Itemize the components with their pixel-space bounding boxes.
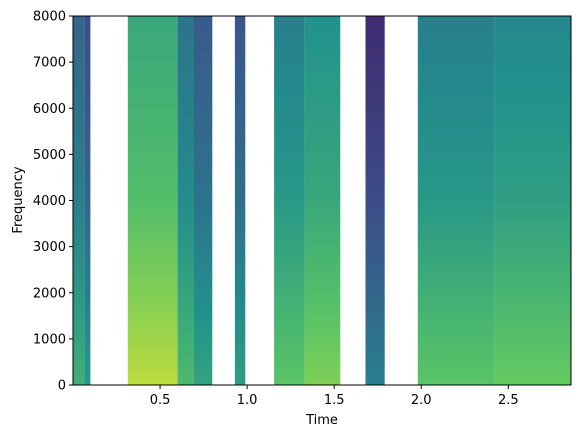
y-tick-label: 4000 bbox=[33, 194, 66, 209]
spectrogram-segment bbox=[127, 16, 178, 385]
spectrogram-segment bbox=[234, 16, 246, 385]
x-tick-label: 1.5 bbox=[324, 393, 345, 408]
y-tick-label: 6000 bbox=[33, 102, 66, 117]
y-tick-label: 3000 bbox=[33, 240, 66, 255]
spectrogram-segment bbox=[194, 16, 213, 385]
y-tick-label: 8000 bbox=[33, 10, 66, 25]
spectrogram-segment bbox=[494, 16, 571, 385]
x-tick-label: 2.0 bbox=[411, 393, 432, 408]
spectrogram-segment bbox=[417, 16, 495, 385]
x-axis: 0.5 1.0 1.5 2.0 2.5 bbox=[150, 385, 519, 408]
spectrogram-segment bbox=[304, 16, 341, 385]
spectrogram-segment bbox=[73, 16, 85, 385]
y-tick-label: 2000 bbox=[33, 286, 66, 301]
x-tick-label: 0.5 bbox=[150, 393, 171, 408]
y-tick-label: 5000 bbox=[33, 148, 66, 163]
spectrogram-segment bbox=[84, 16, 91, 385]
y-tick-label: 7000 bbox=[33, 56, 66, 71]
y-axis-label: Frequency bbox=[11, 166, 26, 233]
spectrogram-segments bbox=[73, 16, 571, 385]
spectrogram-segment bbox=[365, 16, 385, 385]
y-tick-label: 0 bbox=[58, 379, 66, 394]
spectrogram-segment bbox=[274, 16, 305, 385]
x-tick-label: 1.0 bbox=[237, 393, 258, 408]
x-tick-label: 2.5 bbox=[498, 393, 519, 408]
x-axis-label: Time bbox=[305, 413, 338, 428]
y-axis: 0 1000 2000 3000 4000 5000 6000 7000 8000 bbox=[33, 10, 73, 394]
spectrogram-segment bbox=[177, 16, 194, 385]
y-tick-label: 1000 bbox=[33, 332, 66, 347]
